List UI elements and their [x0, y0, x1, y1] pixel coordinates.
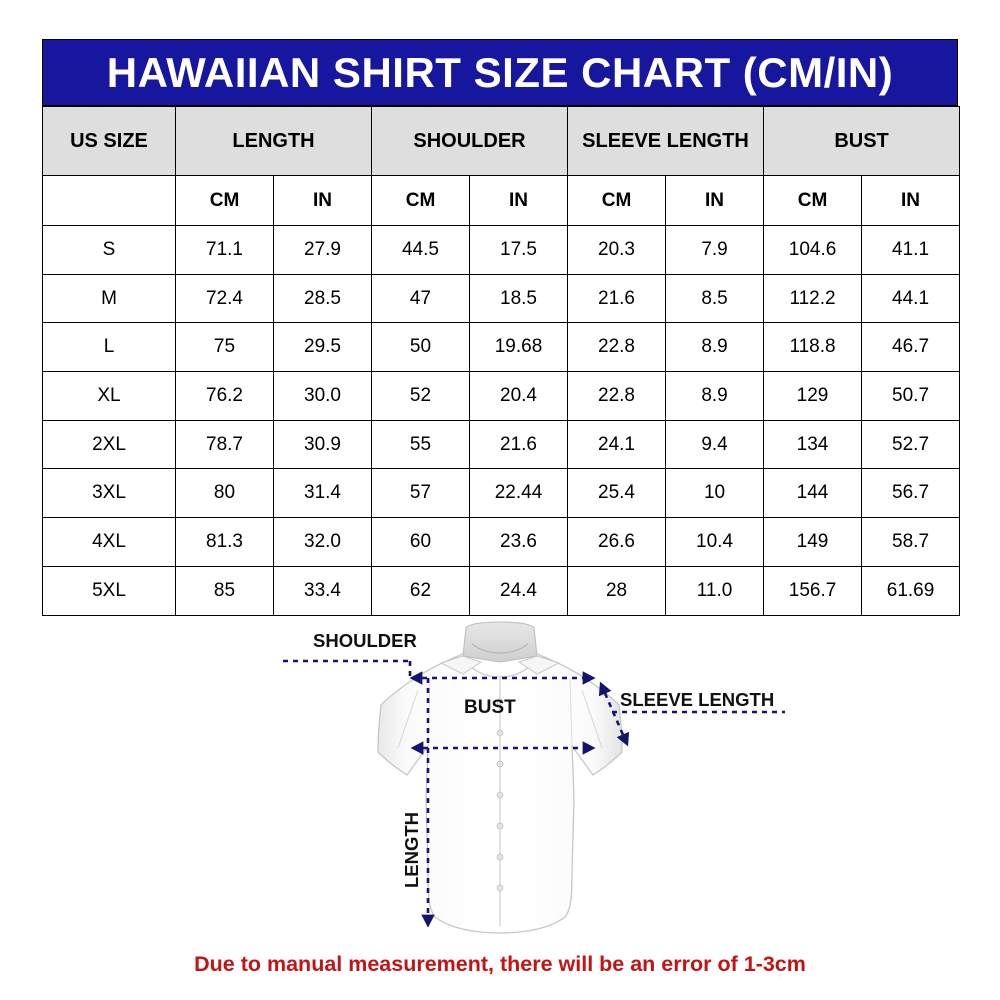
svg-text:Due to manual measurement, the: Due to manual measurement, there will be…: [194, 952, 806, 976]
svg-text:BUST: BUST: [464, 697, 516, 718]
svg-text:SLEEVE LENGTH: SLEEVE LENGTH: [620, 689, 774, 710]
svg-text:LENGTH: LENGTH: [401, 812, 422, 888]
svg-text:SHOULDER: SHOULDER: [313, 630, 417, 651]
